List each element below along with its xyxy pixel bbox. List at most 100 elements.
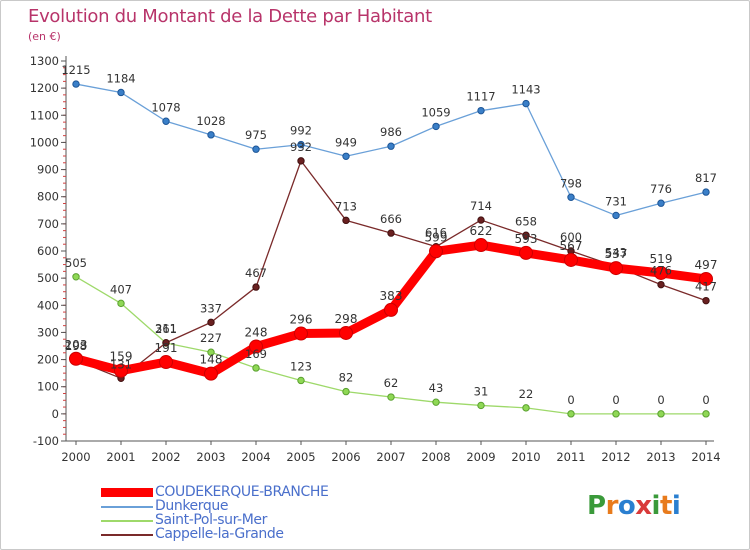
data-point <box>657 199 665 207</box>
data-point <box>387 229 395 237</box>
legend-label: Dunkerque <box>155 498 229 514</box>
y-tick-label: 0 <box>52 407 59 421</box>
data-label: 467 <box>245 266 267 280</box>
data-point <box>207 318 215 327</box>
x-tick-label: 2003 <box>196 450 225 464</box>
data-point <box>522 404 530 412</box>
y-tick-label: 1200 <box>30 81 59 95</box>
data-point <box>477 401 485 410</box>
x-tick-label: 2005 <box>286 450 315 464</box>
x-tick-label: 2004 <box>241 450 270 464</box>
data-label: 0 <box>702 393 709 407</box>
data-label: 82 <box>339 371 354 385</box>
data-point <box>522 99 530 108</box>
data-point <box>204 366 218 381</box>
y-tick-label: 1100 <box>30 108 59 122</box>
legend-label: Saint-Pol-sur-Mer <box>155 512 267 528</box>
data-label: 407 <box>110 282 132 296</box>
data-label: 123 <box>290 359 312 373</box>
data-point <box>342 387 350 396</box>
data-label: 131 <box>110 357 132 371</box>
data-point <box>474 238 488 253</box>
logo-letter: t <box>659 491 672 521</box>
legend-swatch <box>101 488 153 497</box>
data-point <box>297 376 305 385</box>
data-label: 658 <box>515 214 537 228</box>
x-tick-label: 2001 <box>106 450 135 464</box>
data-label: 593 <box>515 232 538 246</box>
data-point <box>207 131 215 139</box>
data-label: 0 <box>657 393 664 407</box>
data-label: 296 <box>290 313 313 327</box>
data-label: 0 <box>567 393 574 407</box>
data-label: 261 <box>155 322 177 336</box>
logo-letter: r <box>605 491 619 521</box>
data-point <box>612 211 620 220</box>
x-tick-label: 2008 <box>421 450 450 464</box>
data-label: 622 <box>470 224 493 238</box>
data-label: 1215 <box>61 63 90 77</box>
data-point <box>252 364 260 372</box>
data-point <box>429 244 443 259</box>
data-label: 337 <box>200 301 222 315</box>
data-label: 298 <box>335 312 358 326</box>
data-label: 311 <box>155 322 177 336</box>
data-label: 986 <box>380 125 402 139</box>
data-label: 519 <box>650 252 673 266</box>
data-point <box>117 299 125 308</box>
y-tick-label: 500 <box>37 271 59 285</box>
legend-label: Cappelle-la-Grande <box>155 526 284 542</box>
y-tick-label: 400 <box>37 298 59 312</box>
data-label: 992 <box>290 124 312 138</box>
logo-letter: i <box>651 491 661 521</box>
data-point <box>699 271 713 286</box>
y-tick-label: 300 <box>37 325 59 339</box>
data-label: 731 <box>605 194 627 208</box>
chart-unit: (en €) <box>28 30 61 43</box>
data-point <box>114 363 128 378</box>
data-label: 203 <box>65 338 88 352</box>
data-point <box>477 106 485 115</box>
x-tick-label: 2011 <box>556 450 585 464</box>
logo-letter: x <box>635 491 652 521</box>
data-point <box>657 280 665 289</box>
data-label: 932 <box>290 140 312 154</box>
x-tick-label: 2006 <box>331 450 360 464</box>
legend-swatch <box>101 506 153 508</box>
data-label: 1117 <box>466 90 495 104</box>
y-tick-label: 200 <box>37 353 59 367</box>
data-point <box>657 410 665 418</box>
data-point <box>702 188 710 196</box>
data-point <box>297 140 305 149</box>
y-tick-label: 800 <box>37 190 59 204</box>
data-point <box>564 252 578 267</box>
data-point <box>72 80 80 88</box>
logo-letter: o <box>617 491 636 521</box>
data-label: 31 <box>474 384 489 398</box>
data-point <box>69 351 83 366</box>
data-point <box>654 265 668 280</box>
data-point <box>342 152 350 160</box>
data-label: 191 <box>155 341 178 355</box>
data-point <box>294 326 308 341</box>
x-tick-label: 2002 <box>151 450 180 464</box>
data-point <box>432 122 440 131</box>
x-tick-label: 2014 <box>691 450 720 464</box>
chart-title: Evolution du Montant de la Dette par Hab… <box>28 6 432 27</box>
data-label: 776 <box>650 182 672 196</box>
data-label: 169 <box>245 347 267 361</box>
legend-swatch <box>101 534 153 536</box>
x-tick-label: 2009 <box>466 450 495 464</box>
x-tick-label: 2013 <box>646 450 675 464</box>
data-label: 43 <box>429 381 444 395</box>
y-tick-label: 100 <box>37 380 59 394</box>
data-label: 148 <box>200 353 223 367</box>
data-point <box>339 325 353 340</box>
data-label: 1059 <box>421 105 450 119</box>
x-tick-label: 2000 <box>61 450 90 464</box>
logo-letter: P <box>587 491 606 521</box>
data-point <box>387 393 395 401</box>
data-point <box>252 145 260 153</box>
